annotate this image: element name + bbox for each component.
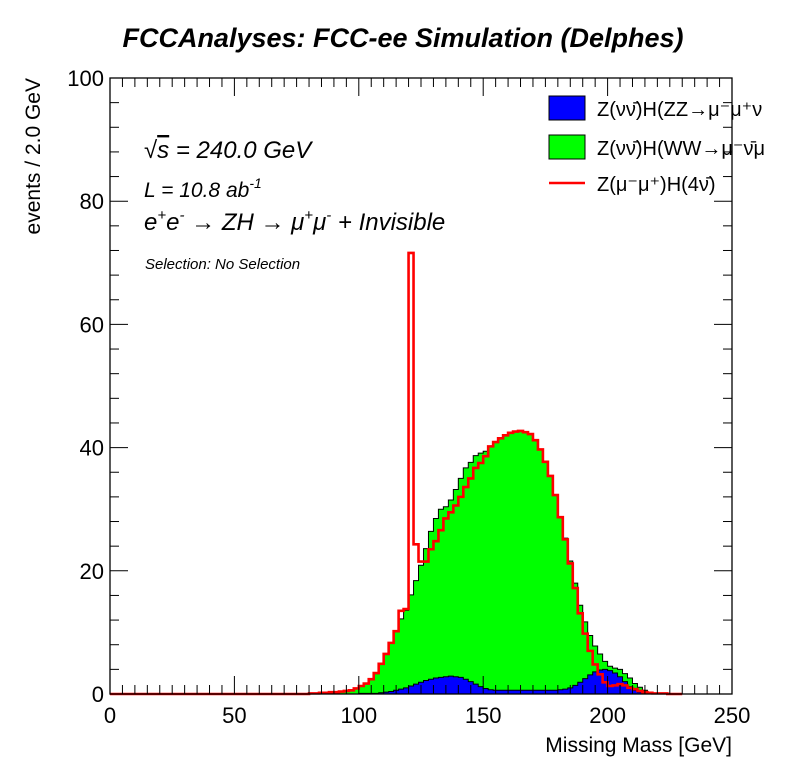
lumi-exp: -1: [249, 175, 261, 191]
y-tick-label: 80: [80, 189, 104, 214]
sqrt-value: = 240.0 GeV: [169, 137, 313, 164]
x-axis-label: Missing Mass [GeV]: [545, 734, 732, 757]
luminosity-annotation: L = 10.8 ab-1: [144, 175, 262, 202]
proc-e2: e: [166, 209, 179, 236]
y-tick-label: 0: [92, 682, 104, 707]
proc-e1: e: [144, 209, 157, 236]
proc-tail: + Invisible: [331, 209, 445, 236]
y-tick-label: 20: [80, 559, 104, 584]
legend-item: Z(νν̄)H(WW→μ⁻ν̄μ: [549, 135, 765, 160]
legend-label: Z(νν̄)H(WW→μ⁻ν̄μ: [597, 138, 765, 160]
legend-label: Z(νν̄)H(ZZ→μ⁻μ⁺ν: [597, 99, 762, 121]
legend-label: Z(μ⁻μ⁺)H(4ν̄): [597, 174, 716, 196]
chart-title: FCCAnalyses: FCC-ee Simulation (Delphes): [122, 23, 683, 53]
y-axis-label: events / 2.0 GeV: [22, 78, 45, 234]
sqrt-s-annotation: √s = 240.0 GeV: [144, 137, 313, 164]
x-tick-label: 0: [104, 703, 116, 728]
legend-item: Z(νν̄)H(ZZ→μ⁻μ⁺ν: [549, 96, 762, 121]
lumi-text: L = 10.8 ab: [144, 179, 250, 202]
svg-text:e+e- → ZH → μ+μ- + Invisible: e+e- → ZH → μ+μ- + Invisible: [144, 207, 445, 236]
x-tick-label: 50: [222, 703, 246, 728]
legend-swatch: [549, 135, 585, 159]
svg-text:√s = 240.0 GeV: √s = 240.0 GeV: [144, 137, 313, 164]
x-tick-label: 150: [465, 703, 502, 728]
proc-sup-plus1: +: [157, 207, 166, 224]
y-tick-label: 40: [80, 436, 104, 461]
proc-sup-plus2: +: [304, 207, 313, 224]
legend-swatch: [549, 96, 585, 120]
sqrt-symbol: √: [144, 137, 158, 164]
proc-arrow: → ZH → μ: [184, 209, 304, 236]
svg-text:L = 10.8 ab-1: L = 10.8 ab-1: [144, 175, 262, 202]
x-tick-label: 200: [589, 703, 626, 728]
proc-mu2: μ: [312, 209, 326, 236]
y-tick-label: 60: [80, 312, 104, 337]
x-tick-label: 250: [714, 703, 751, 728]
selection-annotation: Selection: No Selection: [145, 256, 300, 273]
x-tick-label: 100: [340, 703, 377, 728]
y-tick-label: 100: [67, 66, 104, 91]
sqrt-var: s: [157, 137, 169, 164]
process-annotation: e+e- → ZH → μ+μ- + Invisible: [144, 207, 445, 236]
